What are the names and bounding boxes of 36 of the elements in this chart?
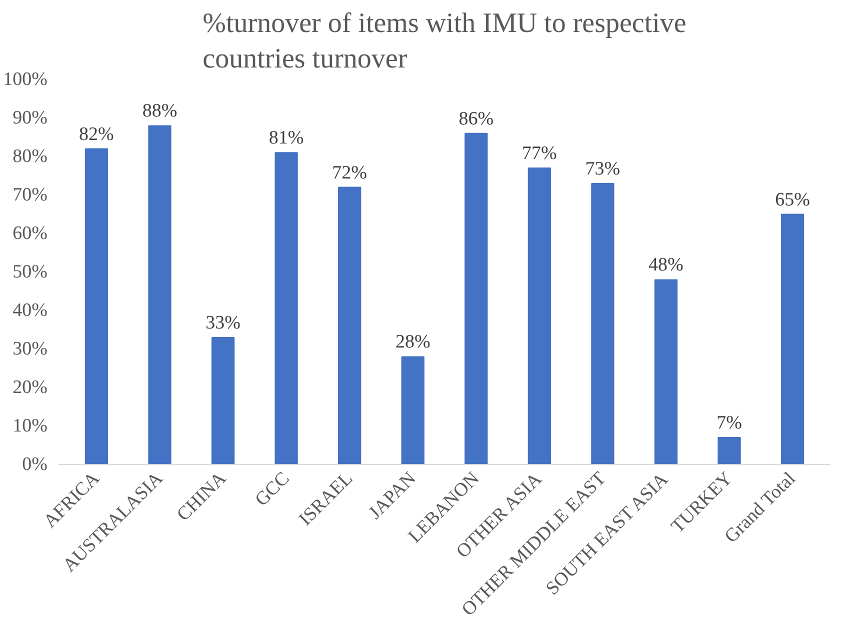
y-tick-label: 50% [12, 262, 48, 282]
data-label: 88% [142, 100, 178, 122]
bar [464, 132, 488, 464]
data-label: 73% [585, 158, 620, 180]
bar [718, 437, 741, 464]
data-label: 72% [332, 162, 368, 184]
bar [528, 168, 551, 464]
data-label: 33% [206, 312, 241, 334]
bar [401, 356, 424, 464]
bar [274, 152, 298, 464]
data-label: 7% [716, 412, 742, 434]
y-tick-label: 100% [3, 69, 48, 90]
bar [654, 279, 678, 464]
chart-title: %turnover of items with IMU to respective countries turnover [202, 8, 686, 74]
bar [84, 148, 108, 464]
y-tick-label: 0% [22, 454, 48, 475]
bar [211, 336, 235, 464]
bar [780, 214, 804, 464]
y-tick-label: 70% [12, 184, 48, 206]
y-tick-label: 40% [12, 300, 48, 321]
y-tick-label: 90% [12, 108, 48, 128]
bar [338, 186, 362, 464]
bar [591, 182, 614, 464]
data-label: 86% [458, 108, 494, 130]
data-label: 65% [775, 189, 810, 210]
y-tick-label: 30% [12, 338, 48, 360]
y-tick-label: 10% [12, 416, 48, 436]
data-label: 81% [268, 128, 304, 149]
data-label: 77% [522, 143, 558, 164]
data-label: 82% [79, 124, 114, 145]
bar [148, 125, 172, 464]
y-tick-label: 20% [12, 377, 48, 398]
data-label: 48% [648, 254, 684, 276]
y-tick-label: 80% [12, 146, 48, 167]
data-label: 28% [395, 332, 430, 353]
y-tick-label: 60% [12, 223, 48, 244]
